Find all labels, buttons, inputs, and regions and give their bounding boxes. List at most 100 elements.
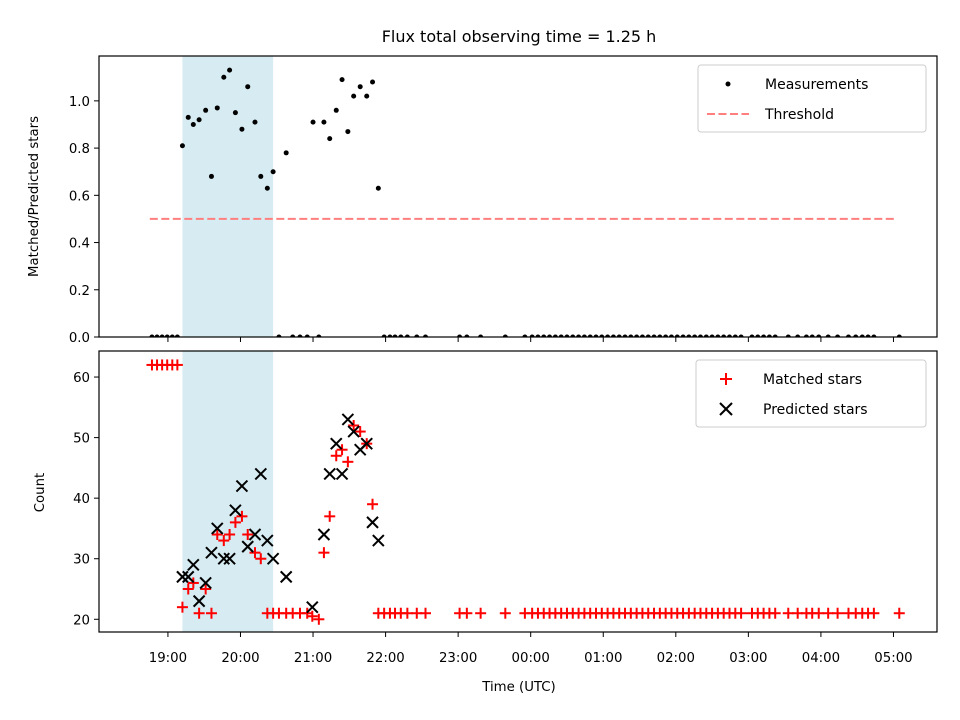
- y-tick-label: 0.4: [69, 237, 90, 252]
- data-point: [401, 607, 413, 619]
- data-point: [333, 107, 339, 113]
- x-tick-label: 23:00: [439, 651, 477, 666]
- data-point: [502, 334, 508, 337]
- data-point: [211, 522, 224, 535]
- legend-measurements-marker: [725, 81, 731, 87]
- data-point: [871, 334, 877, 337]
- data-point: [461, 607, 473, 619]
- data-point: [674, 334, 680, 337]
- y-tick-label: 0.6: [69, 189, 90, 204]
- data-point: [330, 450, 342, 462]
- data-point: [174, 334, 180, 337]
- data-point: [318, 547, 330, 559]
- data-point: [324, 510, 336, 522]
- data-point: [232, 110, 238, 116]
- data-point: [703, 334, 709, 337]
- data-point: [317, 528, 331, 541]
- data-point: [236, 510, 248, 522]
- data-point: [323, 467, 336, 481]
- data-point: [304, 334, 310, 337]
- data-point: [668, 334, 674, 337]
- data-point: [721, 334, 727, 337]
- data-point: [316, 334, 322, 337]
- data-point: [342, 456, 354, 468]
- data-point: [822, 607, 834, 619]
- data-point: [634, 334, 640, 337]
- data-point: [735, 607, 747, 619]
- data-point: [345, 129, 351, 135]
- data-point: [381, 334, 387, 337]
- data-point: [782, 607, 794, 619]
- series-predicted-stars: [176, 413, 385, 614]
- data-point: [622, 334, 628, 337]
- data-point: [254, 467, 268, 481]
- data-point: [785, 334, 791, 337]
- data-point: [816, 334, 822, 337]
- data-point: [330, 437, 343, 450]
- data-point: [865, 334, 871, 337]
- data-point: [593, 334, 599, 337]
- y-tick-label: 0.2: [69, 284, 90, 299]
- data-point: [252, 119, 258, 125]
- x-axis-label: Time (UTC): [481, 680, 556, 695]
- data-point: [242, 528, 254, 540]
- data-point: [370, 79, 376, 85]
- data-point: [217, 552, 231, 565]
- data-point: [564, 334, 570, 337]
- data-point: [809, 334, 815, 337]
- data-point: [552, 334, 558, 337]
- data-point: [616, 334, 622, 337]
- data-point: [464, 334, 470, 337]
- data-point: [297, 334, 303, 337]
- data-point: [803, 334, 809, 337]
- data-point: [749, 334, 755, 337]
- data-point: [845, 334, 851, 337]
- data-point: [196, 117, 202, 123]
- data-point: [686, 334, 692, 337]
- y-tick-label: 50: [73, 432, 90, 447]
- data-point: [457, 334, 463, 337]
- data-point: [357, 84, 363, 90]
- plot-area-ratio: [149, 67, 902, 337]
- data-point: [351, 93, 357, 99]
- data-point: [853, 334, 859, 337]
- data-point: [348, 419, 360, 431]
- data-point: [755, 334, 761, 337]
- data-point: [605, 334, 611, 337]
- data-point: [813, 607, 825, 619]
- x-tick-label: 21:00: [294, 651, 332, 666]
- data-point: [264, 185, 270, 191]
- data-point: [205, 607, 217, 619]
- data-point: [761, 334, 767, 337]
- data-point: [229, 516, 241, 528]
- data-point: [610, 334, 616, 337]
- data-point: [224, 528, 236, 540]
- data-point: [159, 334, 165, 337]
- data-point: [522, 334, 528, 337]
- data-point: [336, 444, 348, 456]
- data-point: [599, 334, 605, 337]
- data-point: [769, 607, 781, 619]
- data-point: [715, 334, 721, 337]
- data-point: [766, 334, 772, 337]
- data-point: [859, 334, 865, 337]
- data-point: [404, 334, 410, 337]
- data-point: [229, 504, 242, 517]
- legend-predicted-marker: [719, 402, 733, 416]
- data-point: [868, 607, 880, 619]
- y-tick-label: 0.8: [69, 142, 90, 157]
- data-point: [414, 334, 420, 337]
- data-point: [223, 552, 236, 565]
- data-point: [341, 413, 355, 426]
- data-point: [205, 546, 218, 559]
- data-point: [227, 67, 233, 73]
- series-matched-stars: [146, 359, 905, 625]
- data-point: [171, 359, 183, 371]
- data-point: [547, 334, 553, 337]
- chart-title: Flux total observing time = 1.25 h: [382, 27, 657, 46]
- data-point: [645, 334, 651, 337]
- data-point: [364, 93, 370, 99]
- data-point: [261, 534, 274, 547]
- data-point: [279, 570, 293, 584]
